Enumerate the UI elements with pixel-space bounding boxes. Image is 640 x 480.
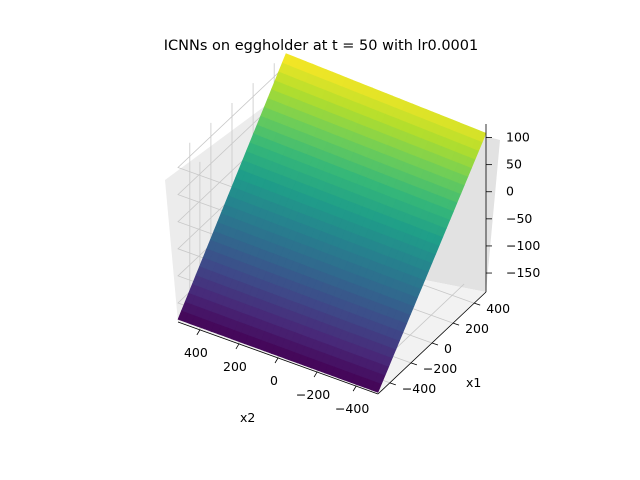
x1-tick-mark — [474, 302, 481, 306]
x2-tick-mark — [235, 343, 240, 350]
x1-tick-label: −400 — [402, 381, 436, 396]
x1-tick-mark — [431, 342, 439, 346]
x1-tick-label: 400 — [486, 301, 510, 316]
chart-title: ICNNs on eggholder at t = 50 with lr0.00… — [164, 38, 478, 54]
x2-tick-label: 400 — [184, 345, 208, 360]
x2-tick-label: −400 — [335, 401, 369, 416]
x1-axis-label: x1 — [466, 375, 481, 390]
x2-tick-mark — [352, 385, 357, 392]
x2-tick-mark — [274, 357, 279, 364]
x1-ticks: −400 −200 0 200 400 — [389, 301, 510, 396]
x1-tick-mark — [452, 322, 460, 326]
x1-tick-mark — [389, 382, 396, 386]
x1-tick-label: 0 — [444, 341, 452, 356]
x2-tick-mark — [313, 371, 318, 378]
x2-tick-label: 200 — [223, 359, 247, 374]
z-ticks: −150 −100 −50 0 50 100 — [486, 130, 540, 280]
z-tick-label: 100 — [506, 130, 530, 145]
z-tick-label: −150 — [506, 265, 540, 280]
z-tick-label: 0 — [506, 184, 514, 199]
x2-tick-mark — [196, 329, 201, 336]
x1-tick-mark — [410, 362, 418, 366]
surface — [177, 53, 487, 393]
z-tick-label: 50 — [506, 157, 522, 172]
surface-patch — [475, 130, 487, 143]
z-tick-label: −100 — [506, 238, 540, 253]
x1-tick-label: −200 — [423, 361, 457, 376]
z-tick-label: −50 — [506, 211, 532, 226]
x2-ticks: −400 −200 0 200 400 — [184, 329, 369, 416]
x2-axis-label: x2 — [240, 410, 255, 425]
x2-tick-label: 0 — [270, 373, 278, 388]
x1-tick-label: 200 — [465, 321, 489, 336]
x2-tick-label: −200 — [296, 387, 330, 402]
